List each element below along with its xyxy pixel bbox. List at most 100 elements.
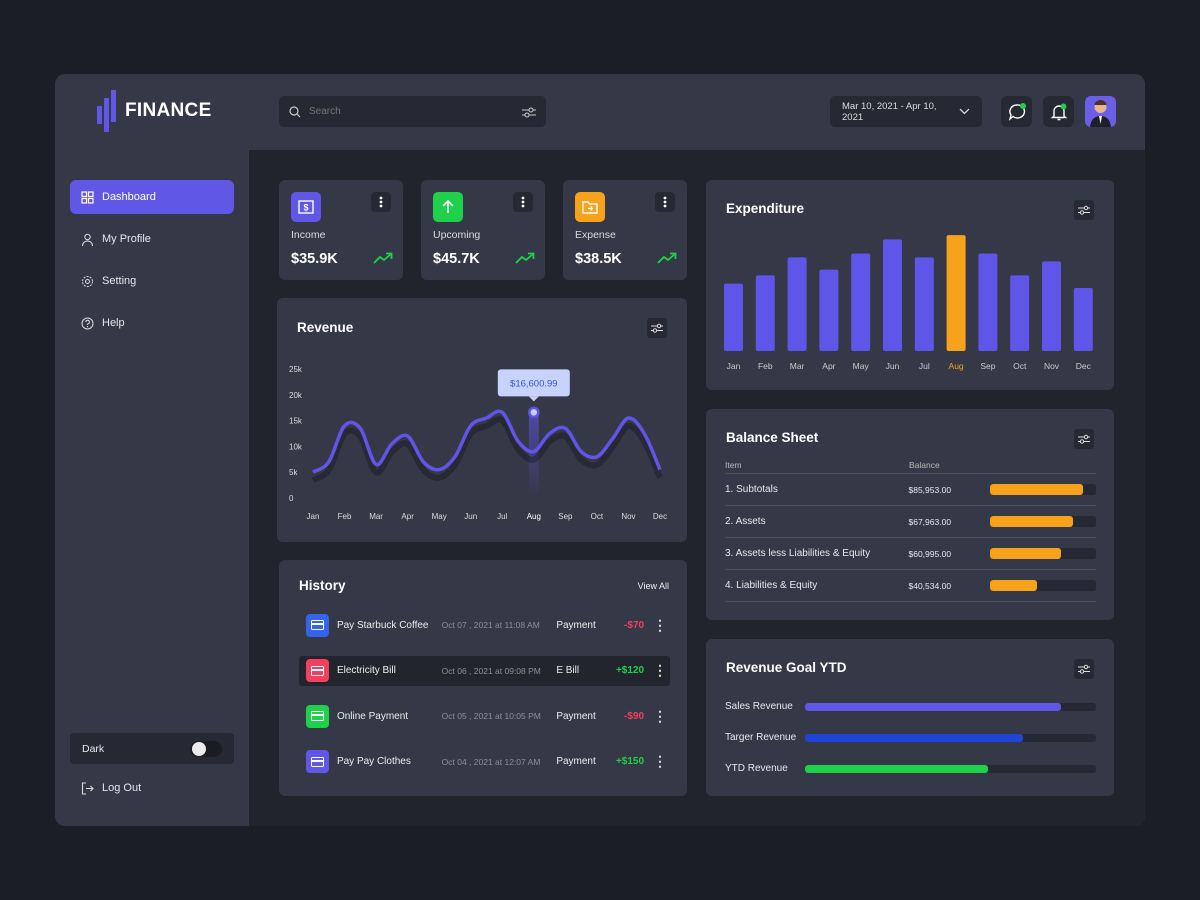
- logout-button[interactable]: Log Out: [70, 771, 234, 805]
- revenue-chart: 0 5k 10k 15k 20k 25k Jan Feb Mar Apr May Jun Jul Aug S…: [289, 365, 667, 521]
- history-amount: +$150: [615, 756, 645, 767]
- data-point-aug[interactable]: [528, 406, 540, 419]
- date-range-select[interactable]: Mar 10, 2021 - Apr 10, 2021: [830, 96, 982, 127]
- history-row[interactable]: Pay Pay Clothes Oct 04 , 2021 at 12:07 A…: [299, 747, 670, 777]
- more-icon[interactable]: [371, 192, 391, 212]
- goal-bar: [805, 765, 1096, 773]
- highlight-column: [528, 412, 539, 498]
- bar-mar[interactable]: [787, 257, 807, 351]
- bar-feb[interactable]: [755, 275, 775, 351]
- sidebar-item-setting[interactable]: Setting: [70, 264, 234, 298]
- bar-may[interactable]: [851, 253, 871, 351]
- x-tick-label: Feb: [758, 361, 773, 371]
- dark-mode-label: Dark: [82, 742, 105, 755]
- balance-bar: [990, 580, 1096, 591]
- search-bar[interactable]: [279, 96, 546, 127]
- app-name: FINANCE: [125, 100, 212, 121]
- expenditure-filter-button[interactable]: [1074, 200, 1094, 220]
- history-date: Oct 04 , 2021 at 12:07 AM: [441, 756, 541, 767]
- more-icon[interactable]: [655, 192, 675, 212]
- history-row[interactable]: Pay Starbuck Coffee Oct 07 , 2021 at 11:…: [299, 610, 670, 640]
- tooltip-value: $16,600.99: [510, 378, 558, 389]
- history-row[interactable]: Electricity Bill Oct 06 , 2021 at 09:08 …: [299, 655, 670, 686]
- sidebar-item-my-profile[interactable]: My Profile: [70, 222, 234, 256]
- history-name: Pay Pay Clothes: [336, 756, 411, 767]
- history-type: Payment: [556, 619, 596, 631]
- more-icon[interactable]: ⋮: [653, 707, 668, 724]
- bar-jan[interactable]: [724, 283, 743, 351]
- goal-bar: [805, 703, 1096, 711]
- view-all-link[interactable]: View All: [637, 581, 669, 591]
- svg-text:$: $: [303, 203, 308, 213]
- x-tick-label: Dec: [653, 512, 667, 521]
- history-name: Electricity Bill: [336, 665, 396, 676]
- balance-bar-fill: [990, 580, 1037, 591]
- dark-mode-toggle[interactable]: [190, 740, 222, 757]
- dollar-icon: $: [291, 192, 321, 222]
- x-tick-label: Mar: [790, 361, 805, 371]
- stat-value: $35.9K: [291, 251, 338, 267]
- bar-dec[interactable]: [1073, 288, 1093, 351]
- sidebar-item-dashboard[interactable]: Dashboard: [70, 180, 234, 214]
- y-tick-label: 10k: [289, 442, 303, 451]
- balance-filter-button[interactable]: [1074, 429, 1094, 449]
- bar-oct[interactable]: [1010, 275, 1030, 351]
- more-icon[interactable]: ⋮: [653, 662, 668, 678]
- history-amount: -$70: [624, 619, 645, 631]
- trend-up-icon: [657, 252, 677, 264]
- messages-button[interactable]: [1001, 96, 1032, 127]
- filter-icon: [1078, 205, 1090, 215]
- x-tick-label: Mar: [369, 512, 383, 521]
- goal-label: Sales Revenue: [725, 701, 793, 712]
- stat-label: Upcoming: [433, 229, 481, 241]
- x-tick-label: Jun: [464, 512, 477, 521]
- x-tick-label: Sep: [558, 512, 573, 521]
- revenue-filter-button[interactable]: [647, 318, 667, 338]
- more-icon[interactable]: [513, 192, 533, 212]
- history-name: Online Payment: [336, 710, 409, 722]
- x-tick-label: Feb: [338, 512, 352, 521]
- more-icon[interactable]: ⋮: [653, 753, 668, 769]
- filter-icon[interactable]: [522, 106, 536, 118]
- history-row[interactable]: Online Payment Oct 05 , 2021 at 10:05 PM…: [299, 701, 670, 731]
- stat-value: $38.5K: [575, 251, 622, 267]
- bar-aug[interactable]: [946, 235, 966, 351]
- x-tick-label: Sep: [980, 361, 995, 371]
- bar-sep[interactable]: [978, 253, 998, 351]
- bar-nov[interactable]: [1042, 261, 1061, 351]
- sidebar-item-help[interactable]: Help: [70, 306, 234, 340]
- avatar[interactable]: [1085, 96, 1116, 127]
- bell-icon: [1050, 103, 1067, 120]
- balance-item: 3. Assets less Liabilities & Equity: [725, 548, 871, 559]
- x-tick-label: Jul: [497, 512, 507, 521]
- revenue-card: Revenue 0 5k 10k 15k 20k 25k Jan Feb Mar Apr May Ju…: [277, 298, 687, 542]
- bar-apr[interactable]: [819, 269, 839, 351]
- revenue-line-shadow: [311, 416, 663, 483]
- x-tick-label: Apr: [822, 361, 835, 371]
- date-range-value: Mar 10, 2021 - Apr 10, 2021: [842, 100, 937, 123]
- history-type: E Bill: [556, 665, 580, 676]
- trend-up-icon: [515, 252, 535, 264]
- x-tick-label: May: [432, 512, 447, 521]
- stat-label: Expense: [575, 229, 616, 241]
- history-date: Oct 06 , 2021 at 09:08 PM: [441, 665, 541, 676]
- arrow-up-icon: [433, 192, 463, 222]
- grid-icon: [81, 190, 94, 204]
- search-input[interactable]: [309, 106, 514, 117]
- bar-jun[interactable]: [883, 239, 902, 351]
- history-name: Pay Starbuck Coffee: [336, 619, 429, 631]
- col-item: Item: [725, 459, 742, 470]
- balance-row: 3. Assets less Liabilities & Equity $60,…: [725, 538, 1096, 570]
- notifications-button[interactable]: [1043, 96, 1074, 127]
- goal-filter-button[interactable]: [1074, 659, 1094, 679]
- x-tick-label: Jun: [886, 361, 900, 371]
- more-icon[interactable]: ⋮: [653, 616, 668, 633]
- bar-jul[interactable]: [914, 257, 934, 351]
- history-date: Oct 07 , 2021 at 11:08 AM: [441, 620, 540, 630]
- balance-value: $67,963.00: [908, 516, 952, 527]
- expenditure-title: Expenditure: [726, 201, 805, 216]
- history-card: History View All Pay Starbuck Coffee Oct…: [279, 560, 687, 796]
- goal-bar-fill: [805, 734, 1024, 742]
- sidebar-item-label: Dashboard: [102, 191, 156, 203]
- x-tick-label: Jan: [727, 361, 741, 371]
